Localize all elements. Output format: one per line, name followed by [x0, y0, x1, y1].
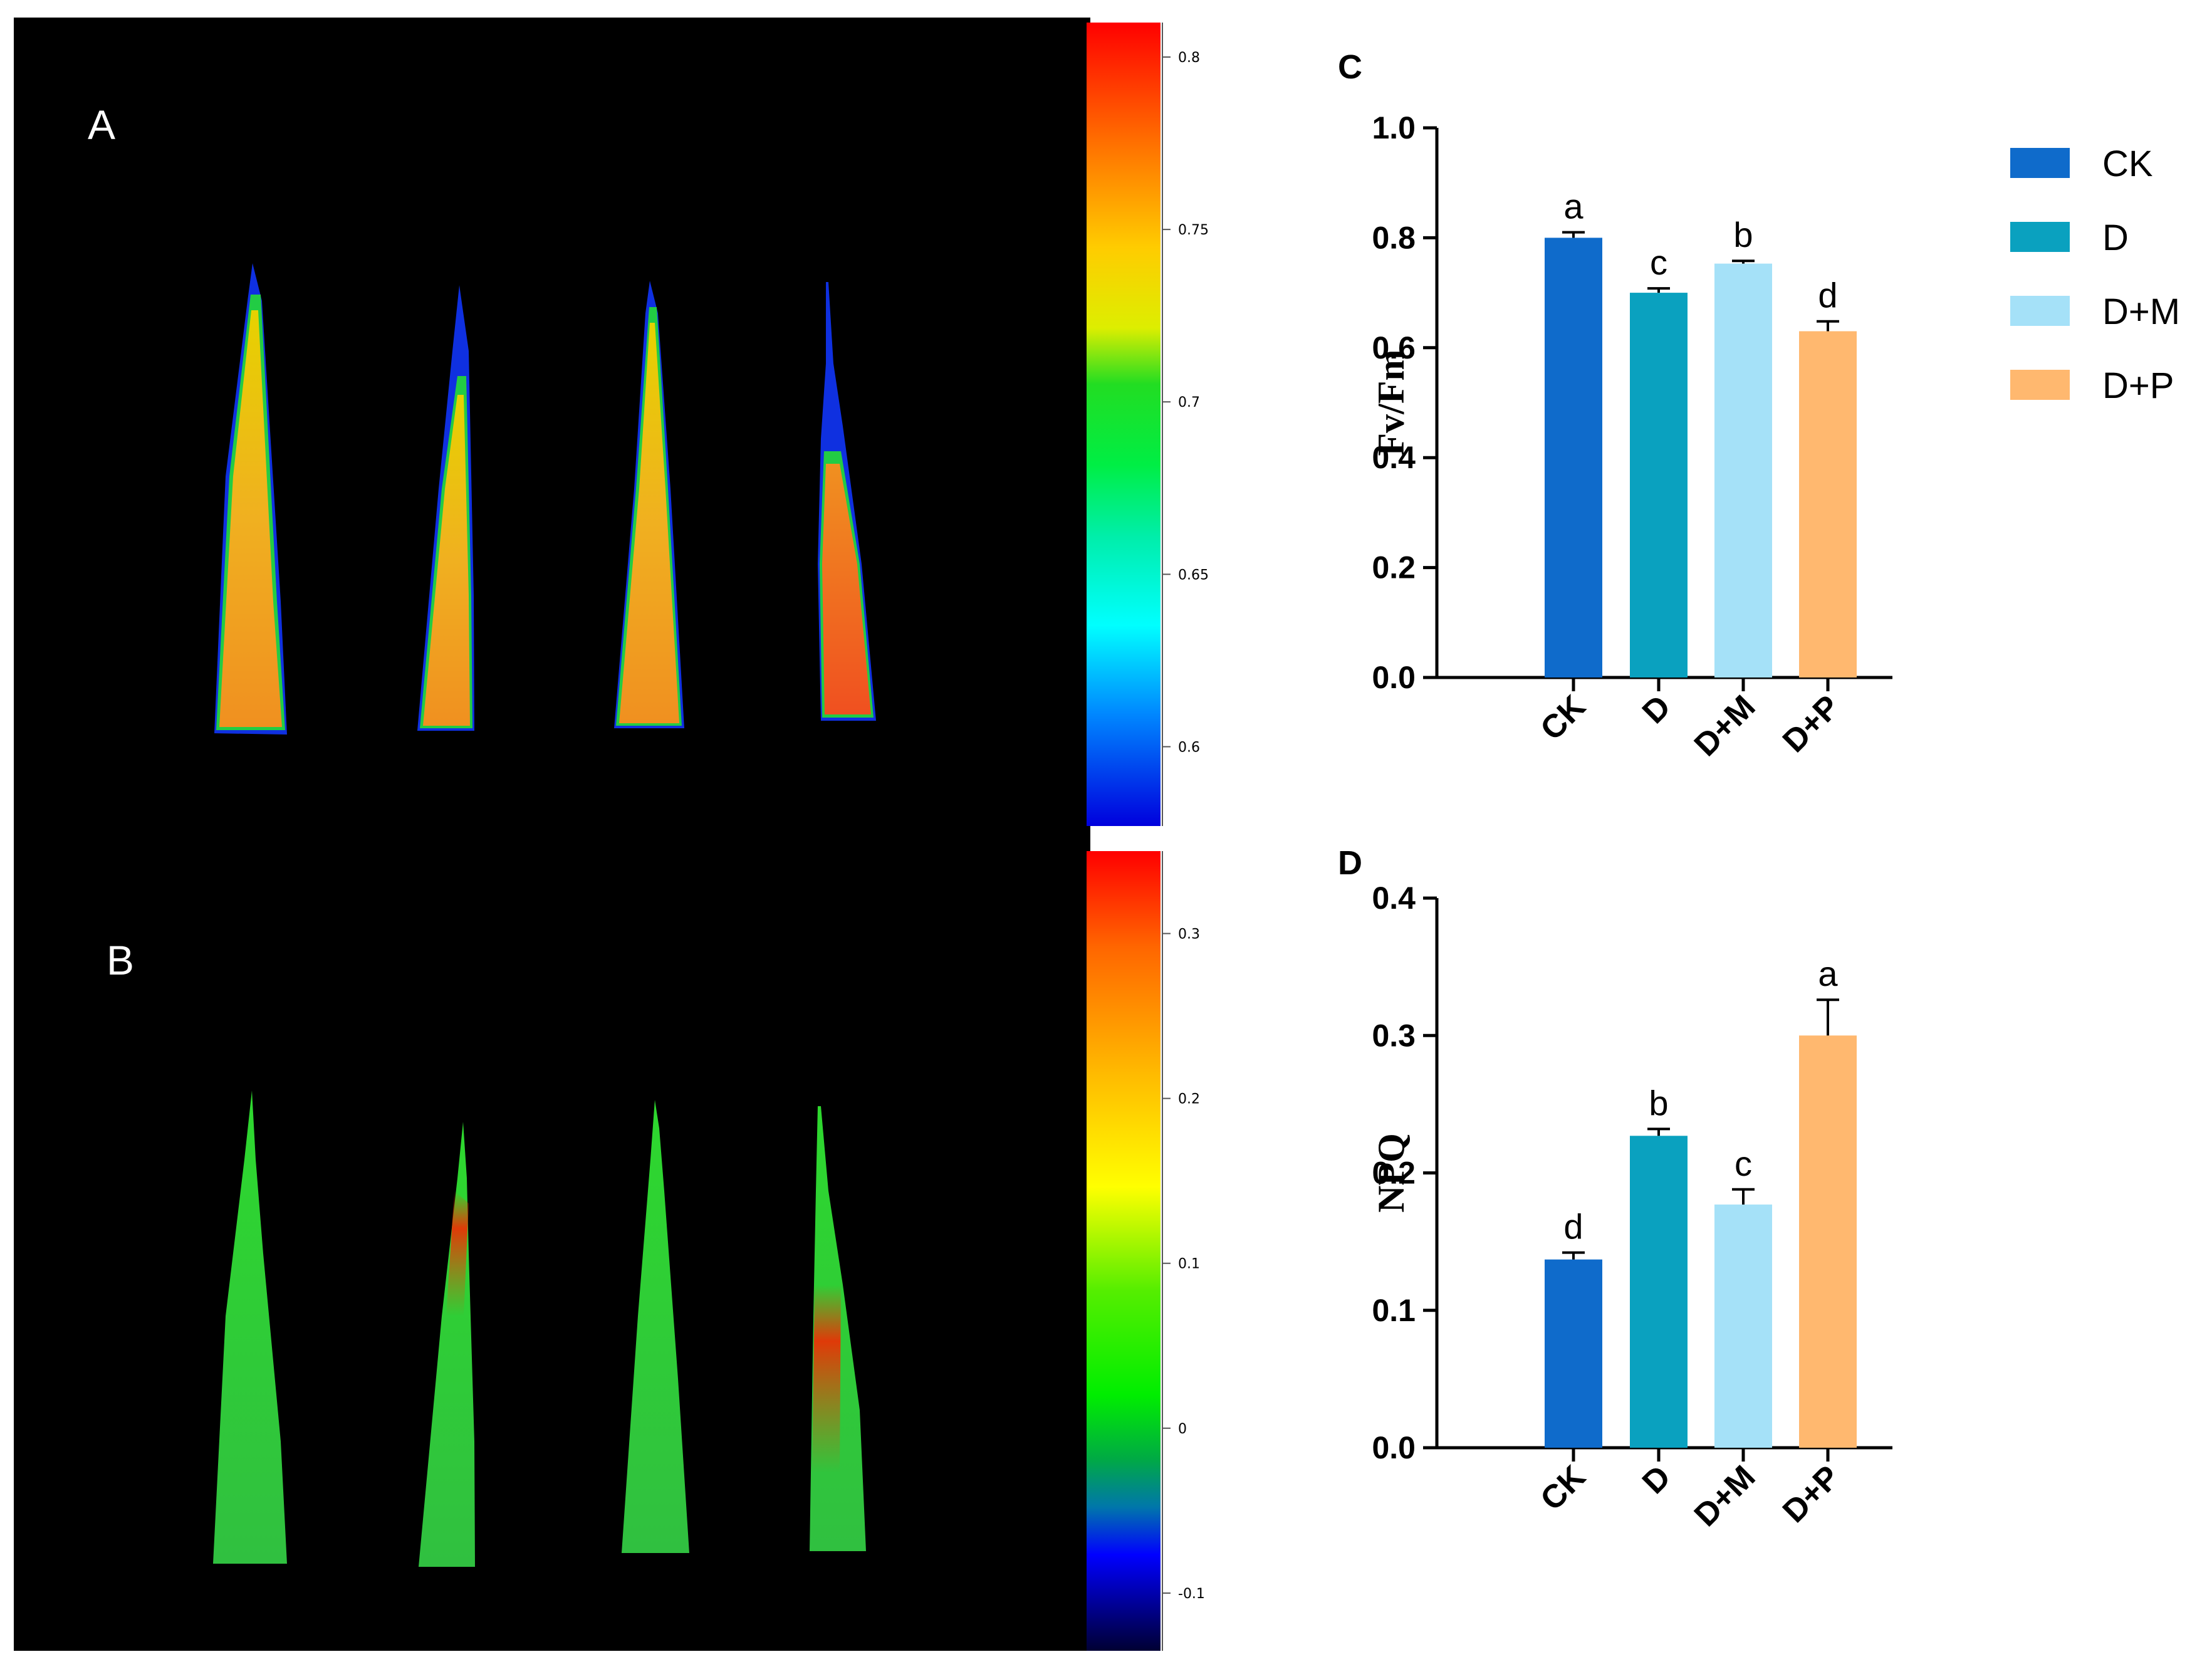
- chart-d: D 0.0 0.1 0.2 0.3 0.4 NPQ d CK b Dc D+M a D+P: [1338, 844, 1892, 1534]
- leaf-b-2: [419, 1122, 475, 1567]
- image-panel-b: B 0.3 0.2 0.1 0 -0.1: [14, 832, 1229, 1651]
- y-tick-label: 0.8: [1372, 220, 1416, 255]
- colorbar-tick-label: 0.1: [1178, 1257, 1200, 1272]
- significance-letter: d: [1563, 1207, 1583, 1247]
- image-panel-a: A 0.8 0.75 0.7 0.65 0.6: [14, 18, 1229, 832]
- leaf-a-2: [417, 285, 474, 731]
- legend: CK D D+M D+P: [2010, 144, 2180, 406]
- y-axis-label: Fv/Fm: [1370, 350, 1412, 456]
- bar-d-p: [1799, 1035, 1857, 1448]
- image-a-background: [14, 18, 1090, 832]
- colorbar-b-ticks-bg: [1161, 851, 1229, 1651]
- colorbar-a: [1087, 23, 1161, 826]
- image-a-label: A: [88, 102, 115, 148]
- chart-c: C 0.0 0.2 0.4 0.6 0.8 1.0 Fv/Fm a CK c Db D+M d D+P: [1338, 48, 1892, 763]
- x-tick-label: D: [1636, 688, 1678, 731]
- legend-swatch: [2010, 370, 2070, 400]
- x-tick-label: D: [1636, 1458, 1678, 1501]
- significance-letter: d: [1818, 276, 1837, 315]
- y-tick-label: 0.4: [1372, 440, 1416, 475]
- x-tick-label: CK: [1533, 1458, 1592, 1517]
- x-tick-label: D+P: [1776, 1458, 1847, 1530]
- significance-letter: a: [1563, 187, 1583, 226]
- legend-label: CK: [2102, 144, 2153, 184]
- y-tick-label: 0.1: [1372, 1293, 1416, 1328]
- colorbar-tick-label: 0.6: [1178, 740, 1200, 755]
- leaf-a-1: [214, 263, 287, 735]
- legend-swatch: [2010, 148, 2070, 178]
- leaf-b-1: [213, 1091, 287, 1564]
- colorbar-a-ticks: 0.8 0.75 0.7 0.65 0.6: [1162, 50, 1209, 755]
- y-tick-label: 0.6: [1372, 330, 1416, 365]
- colorbar-tick-label: 0: [1178, 1421, 1187, 1437]
- significance-letter: b: [1733, 215, 1753, 254]
- significance-letter: a: [1818, 954, 1838, 993]
- y-tick-label: 0.4: [1372, 881, 1416, 916]
- bar-d-m: [1714, 263, 1772, 677]
- legend-label: D+M: [2102, 291, 2180, 332]
- panel-letter: C: [1338, 48, 1362, 86]
- colorbar-tick-label: 0.8: [1178, 50, 1200, 66]
- leaf-b-3: [622, 1100, 689, 1553]
- leaf-a-4: [818, 282, 876, 721]
- y-tick-label: 0.3: [1372, 1018, 1416, 1053]
- bar-d-p: [1799, 331, 1857, 677]
- image-b-background: [14, 832, 1090, 1651]
- colorbar-b-ticks: 0.3 0.2 0.1 0 -0.1: [1162, 927, 1205, 1602]
- colorbar-b: [1087, 851, 1161, 1651]
- colorbar-tick-label: 0.75: [1178, 222, 1209, 238]
- legend-label: D+P: [2102, 365, 2174, 406]
- colorbar-a-ticks-bg: [1161, 23, 1229, 826]
- legend-label: D: [2102, 217, 2129, 258]
- leaf-b-4: [810, 1106, 866, 1551]
- bar-d: [1630, 293, 1688, 678]
- bar-d: [1630, 1136, 1688, 1448]
- leaf-a-3: [614, 281, 684, 728]
- colorbar-tick-label: 0.2: [1178, 1092, 1200, 1107]
- significance-letter: c: [1735, 1144, 1752, 1183]
- x-tick-label: CK: [1533, 688, 1592, 747]
- significance-letter: c: [1650, 243, 1667, 282]
- legend-swatch: [2010, 296, 2070, 326]
- colorbar-tick-label: 0.7: [1178, 395, 1200, 411]
- bar-ck: [1545, 1259, 1602, 1448]
- y-tick-label: 0.0: [1372, 1430, 1416, 1465]
- colorbar-tick-label: -0.1: [1178, 1586, 1205, 1602]
- y-tick-label: 0.2: [1372, 550, 1416, 585]
- y-tick-label: 1.0: [1372, 110, 1416, 145]
- bar-ck: [1545, 238, 1602, 677]
- x-tick-label: D+M: [1688, 688, 1763, 763]
- y-axis-label: NPQ: [1370, 1133, 1412, 1213]
- image-b-label: B: [107, 937, 134, 983]
- y-tick-label: 0.0: [1372, 660, 1416, 695]
- x-tick-label: D+M: [1688, 1458, 1763, 1534]
- panel-letter: D: [1338, 844, 1362, 882]
- y-tick-label: 0.2: [1372, 1156, 1416, 1191]
- colorbar-tick-label: 0.65: [1178, 567, 1209, 583]
- bar-d-m: [1714, 1204, 1772, 1448]
- legend-swatch: [2010, 222, 2070, 252]
- x-tick-label: D+P: [1776, 688, 1847, 760]
- colorbar-tick-label: 0.3: [1178, 927, 1200, 943]
- significance-letter: b: [1649, 1083, 1668, 1122]
